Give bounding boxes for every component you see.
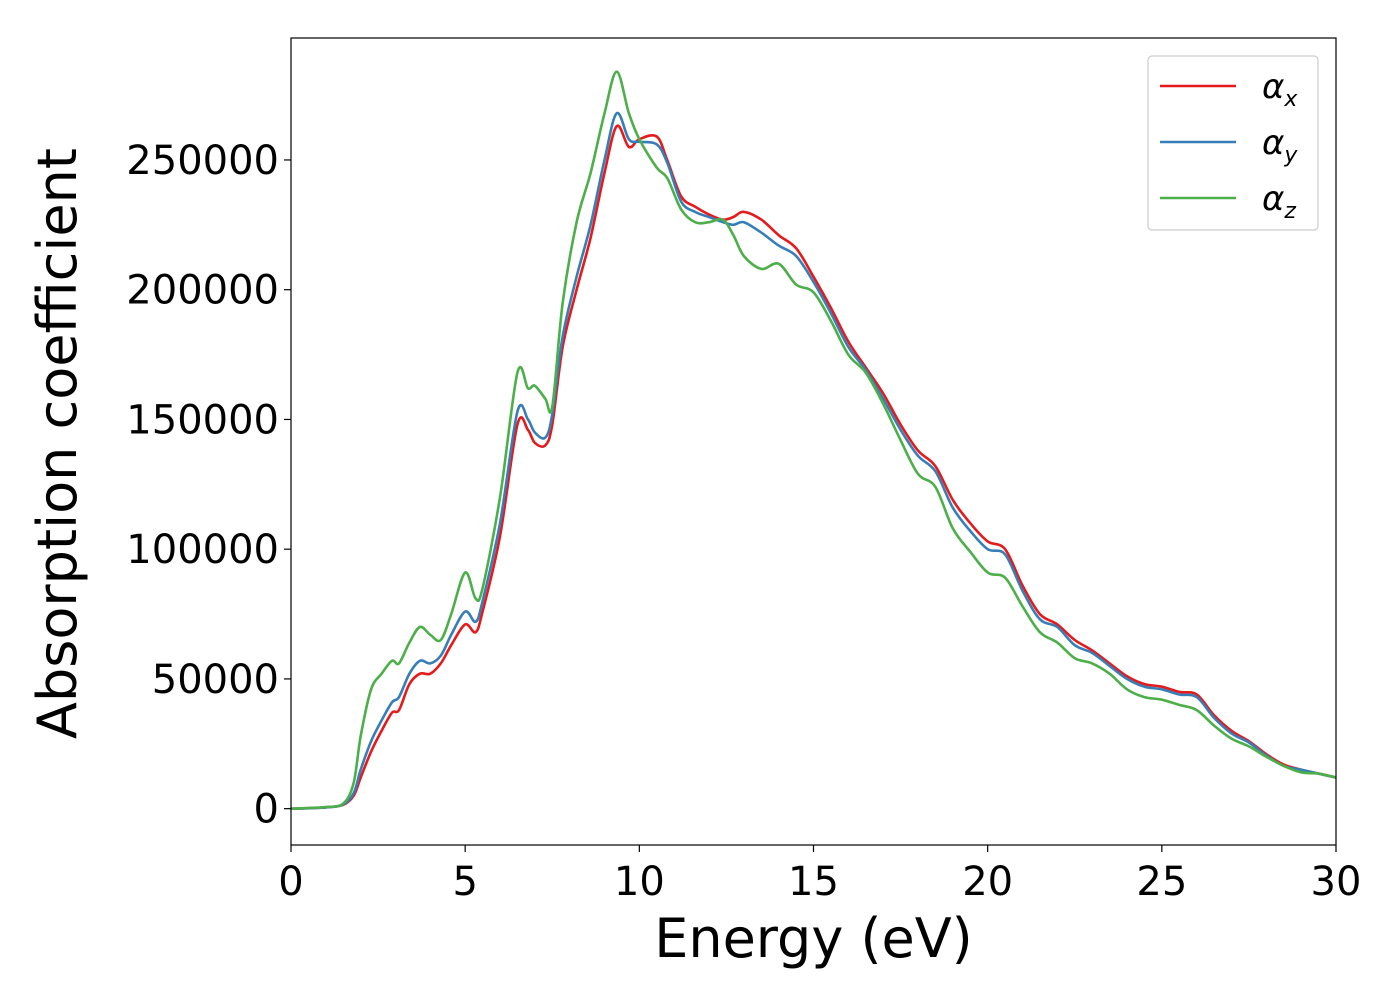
legend-label-x: αx (1262, 67, 1298, 112)
y-tick-label: 50000 (152, 657, 279, 703)
y-tick-label: 250000 (126, 138, 279, 184)
x-tick-label: 0 (278, 859, 303, 905)
x-tick-label: 10 (614, 859, 665, 905)
y-tick-label: 150000 (126, 397, 279, 443)
y-tick-label: 0 (254, 787, 279, 833)
legend: αx αy αz (1147, 55, 1319, 231)
y-tick-label: 200000 (126, 268, 279, 314)
x-tick-label: 20 (962, 859, 1013, 905)
legend-label-z: αz (1262, 179, 1296, 224)
x-tick-label: 5 (452, 859, 477, 905)
legend-label-y: αy (1262, 123, 1298, 168)
x-tick-label: 25 (1136, 859, 1187, 905)
x-axis-title: Energy (eV) (654, 907, 973, 970)
ticks-layer: 0 5 10 15 20 25 30 0 50000 100000 150000 200000 2500… (126, 138, 1361, 905)
y-axis-title: Absorption coefficient (26, 148, 89, 739)
series-layer (291, 70, 1336, 810)
x-tick-label: 30 (1311, 859, 1362, 905)
series-line-z (291, 70, 1336, 810)
series-line-y (291, 111, 1336, 810)
y-tick-label: 100000 (126, 527, 279, 573)
x-tick-label: 15 (788, 859, 839, 905)
